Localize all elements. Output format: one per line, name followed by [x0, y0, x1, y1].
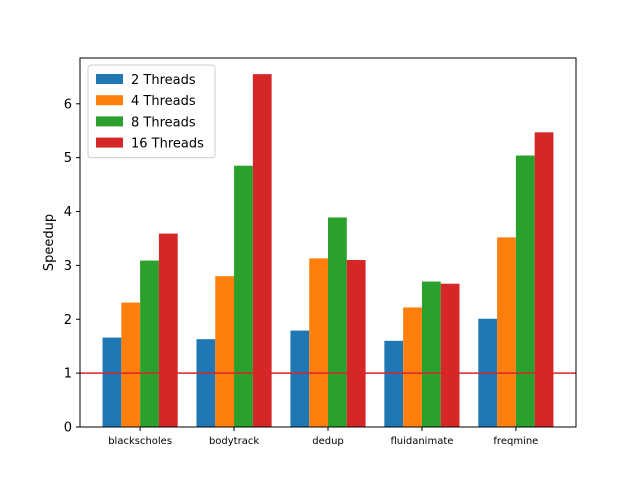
x-tick-label: freqmine	[493, 436, 538, 447]
legend-label-16-threads: 16 Threads	[131, 137, 204, 152]
bar-2-threads-fluidanimate	[384, 340, 404, 427]
bar-8-threads-bodytrack	[234, 165, 253, 427]
y-tick-label: 6	[64, 97, 72, 112]
y-tick-label: 5	[64, 151, 72, 166]
bar-16-threads-bodytrack	[252, 74, 272, 427]
legend-label-4-threads: 4 Threads	[131, 94, 196, 109]
bar-8-threads-blackscholes	[140, 260, 159, 427]
y-tick-label: 2	[64, 313, 72, 328]
x-tick-label: blackscholes	[108, 436, 172, 447]
legend-label-2-threads: 2 Threads	[131, 73, 196, 88]
legend-swatch-4-threads	[96, 95, 123, 106]
bar-16-threads-blackscholes	[158, 233, 178, 427]
y-tick-label: 1	[64, 367, 72, 382]
x-tick-label: dedup	[312, 436, 344, 447]
bar-4-threads-blackscholes	[121, 302, 141, 427]
legend-swatch-16-threads	[96, 137, 123, 148]
bar-4-threads-freqmine	[497, 237, 516, 427]
bar-4-threads-bodytrack	[215, 276, 235, 427]
y-axis: 0 1 2 3 4 5 6	[64, 97, 80, 436]
x-tick-label: fluidanimate	[390, 436, 453, 447]
y-tick-label: 4	[64, 205, 72, 220]
bars-layer	[102, 74, 554, 427]
bar-4-threads-dedup	[309, 258, 328, 427]
legend: 2 Threads 4 Threads 8 Threads 16 Threads	[87, 64, 216, 159]
bar-8-threads-fluidanimate	[421, 281, 441, 427]
legend-label-8-threads: 8 Threads	[131, 115, 196, 130]
bar-8-threads-dedup	[328, 217, 347, 427]
legend-box	[87, 64, 216, 159]
bar-4-threads-fluidanimate	[403, 307, 422, 427]
bar-16-threads-dedup	[346, 260, 366, 427]
y-tick-label: 3	[64, 259, 72, 274]
bar-2-threads-bodytrack	[196, 339, 216, 427]
bar-2-threads-dedup	[290, 330, 310, 427]
x-tick-label: bodytrack	[209, 436, 259, 447]
legend-swatch-2-threads	[96, 74, 123, 84]
bar-8-threads-freqmine	[515, 155, 535, 427]
y-tick-label: 0	[64, 421, 72, 436]
legend-swatch-8-threads	[96, 116, 123, 127]
y-axis-label: Speedup	[42, 214, 57, 271]
bar-16-threads-fluidanimate	[440, 283, 460, 427]
x-axis: blackscholes bodytrack dedup fluidanimate fr…	[108, 427, 538, 447]
bar-2-threads-blackscholes	[102, 337, 122, 427]
bar-16-threads-freqmine	[534, 132, 554, 427]
